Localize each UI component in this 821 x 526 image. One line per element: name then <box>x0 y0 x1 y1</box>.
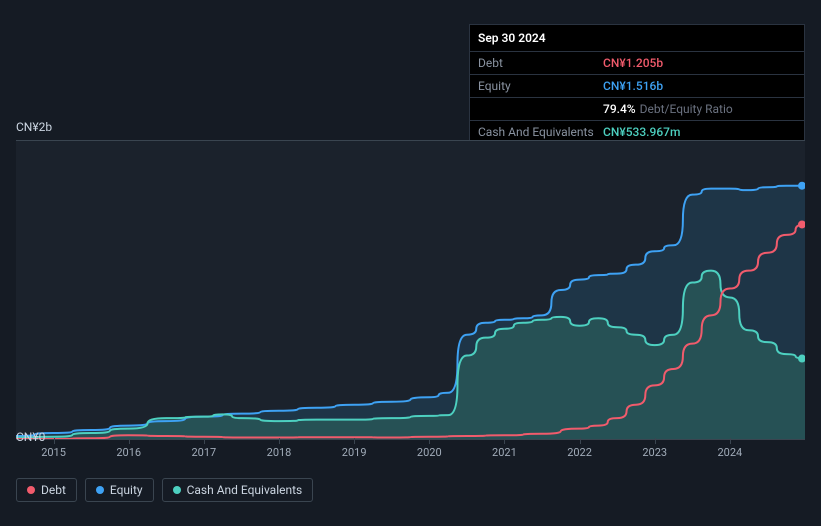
legend-dot-icon <box>96 486 104 494</box>
x-tick-label: 2023 <box>642 446 667 459</box>
tooltip-row-value: 79.4% <box>603 102 636 116</box>
x-tick-mark <box>54 438 55 444</box>
x-tick-mark <box>504 438 505 444</box>
x-axis: 2015 2016 2017 2018 2019 2020 2021 2022 2023 2024 <box>16 444 805 464</box>
tooltip-row: DebtCN¥1.205b <box>470 52 804 75</box>
tooltip-row-value: CN¥1.205b <box>603 56 663 70</box>
x-tick-label: 2019 <box>342 446 367 459</box>
x-tick-mark <box>354 438 355 444</box>
tooltip-row-value: CN¥1.516b <box>603 79 663 93</box>
legend-label: Equity <box>110 483 143 497</box>
y-axis-top-label: CN¥2b <box>16 120 52 134</box>
legend-dot-icon <box>27 486 35 494</box>
tooltip-date: Sep 30 2024 <box>470 25 804 52</box>
x-tick-mark <box>655 438 656 444</box>
legend-label: Debt <box>41 483 66 497</box>
x-tick-label: 2022 <box>567 446 592 459</box>
y-axis-bottom-label: CN¥0 <box>16 430 45 444</box>
legend-item-debt[interactable]: Debt <box>16 478 77 502</box>
tooltip-row: 79.4% Debt/Equity Ratio <box>470 98 804 121</box>
chart-container: CN¥2b CN¥0 20152016201720182019202020212… <box>16 124 805 510</box>
chart-svg <box>16 141 805 439</box>
legend-item-equity[interactable]: Equity <box>85 478 154 502</box>
x-tick-label: 2024 <box>717 446 742 459</box>
tooltip-row-extra: Debt/Equity Ratio <box>640 102 733 116</box>
x-tick-label: 2018 <box>267 446 292 459</box>
x-tick-label: 2015 <box>41 446 66 459</box>
x-tick-mark <box>129 438 130 444</box>
x-tick-mark <box>204 438 205 444</box>
legend-item-cash-and-equivalents[interactable]: Cash And Equivalents <box>162 478 314 502</box>
tooltip-row-label: Debt <box>478 56 603 70</box>
x-tick-label: 2017 <box>191 446 216 459</box>
x-tick-mark <box>429 438 430 444</box>
tooltip-row-label <box>478 102 603 116</box>
x-tick-label: 2020 <box>417 446 442 459</box>
legend-label: Cash And Equivalents <box>187 483 303 497</box>
chart-plot-area[interactable] <box>16 140 805 440</box>
x-tick-label: 2016 <box>116 446 141 459</box>
x-tick-label: 2021 <box>492 446 517 459</box>
tooltip-row: EquityCN¥1.516b <box>470 75 804 98</box>
x-tick-mark <box>580 438 581 444</box>
legend-dot-icon <box>173 486 181 494</box>
chart-legend: Debt Equity Cash And Equivalents <box>16 478 313 502</box>
tooltip-row-label: Equity <box>478 79 603 93</box>
x-tick-mark <box>279 438 280 444</box>
x-tick-mark <box>730 438 731 444</box>
